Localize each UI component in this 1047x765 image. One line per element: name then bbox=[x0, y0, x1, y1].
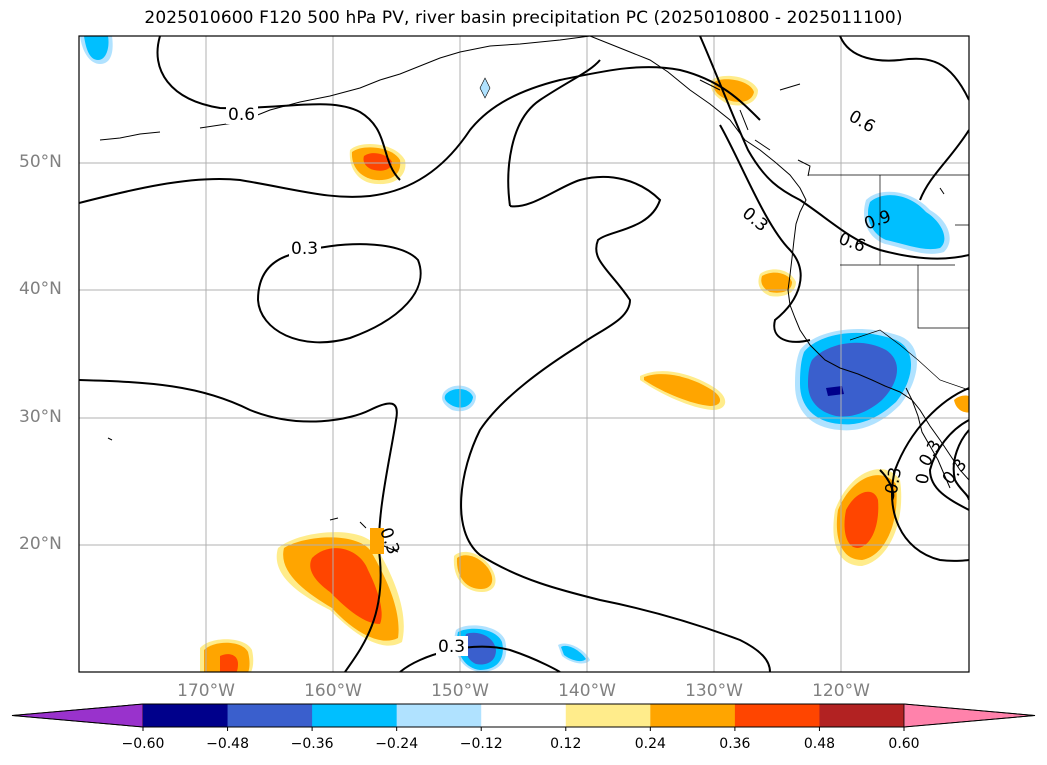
contour-label: 0 bbox=[912, 472, 934, 486]
gridlines bbox=[79, 36, 969, 672]
precip-fields bbox=[80, 36, 969, 672]
lon-label-120w: 120°W bbox=[812, 681, 870, 701]
colorbar-segment bbox=[481, 704, 567, 727]
colorbar-segment bbox=[143, 704, 229, 727]
colorbar-segment bbox=[565, 704, 651, 727]
map-panel: 0.6 0.3 0.3 0.3 0.3 0.9 0.6 0.6 0.3 0.3 … bbox=[78, 35, 971, 673]
map-title: 2025010600 F120 500 hPa PV, river basin … bbox=[144, 8, 903, 28]
lon-label-160w: 160°W bbox=[304, 681, 362, 701]
borders bbox=[808, 174, 969, 391]
lat-label-20n: 20°N bbox=[19, 534, 62, 554]
lon-label-130w: 130°W bbox=[685, 681, 743, 701]
lon-label-150w: 150°W bbox=[431, 681, 489, 701]
colorbar-tick-label: −0.24 bbox=[375, 736, 419, 752]
colorbar-tick-label: 0.36 bbox=[719, 736, 751, 752]
colorbar-tick-label: 0.60 bbox=[888, 736, 920, 752]
colorbar-segment bbox=[312, 704, 398, 727]
contour-label: 0.3 bbox=[438, 637, 465, 657]
pv-contours bbox=[79, 36, 969, 672]
colorbar-tick-label: 0.48 bbox=[803, 736, 836, 752]
colorbar-tick-label: −0.60 bbox=[121, 736, 165, 752]
colorbar-segment bbox=[650, 704, 736, 727]
colorbar-tick-label: 0.24 bbox=[634, 736, 666, 752]
map-frame bbox=[78, 35, 970, 673]
colorbar-segment bbox=[227, 704, 313, 727]
colorbar-tick-label: −0.48 bbox=[206, 736, 249, 752]
lat-label-30n: 30°N bbox=[19, 407, 62, 427]
colorbar-segment bbox=[819, 704, 905, 727]
colorbar-tick-label: −0.36 bbox=[290, 736, 334, 752]
contour-label: 0.3 bbox=[291, 239, 318, 259]
lon-label-170w: 170°W bbox=[177, 681, 235, 701]
colorbar-segment bbox=[734, 704, 820, 727]
colorbar-extend-high bbox=[903, 703, 1036, 728]
coastlines bbox=[99, 36, 969, 553]
colorbar-outline bbox=[11, 703, 1036, 728]
contour-label: 0.6 bbox=[228, 105, 255, 125]
lon-label-140w: 140°W bbox=[558, 681, 616, 701]
contour-label: 0.3 bbox=[882, 466, 906, 496]
lat-label-40n: 40°N bbox=[19, 279, 62, 299]
colorbar-tick-label: 0.12 bbox=[550, 736, 582, 752]
colorbar-extend-low bbox=[11, 703, 144, 728]
colorbar-tick-label: −0.12 bbox=[459, 736, 503, 752]
colorbar-segment bbox=[396, 704, 482, 727]
lat-label-50n: 50°N bbox=[19, 152, 62, 172]
